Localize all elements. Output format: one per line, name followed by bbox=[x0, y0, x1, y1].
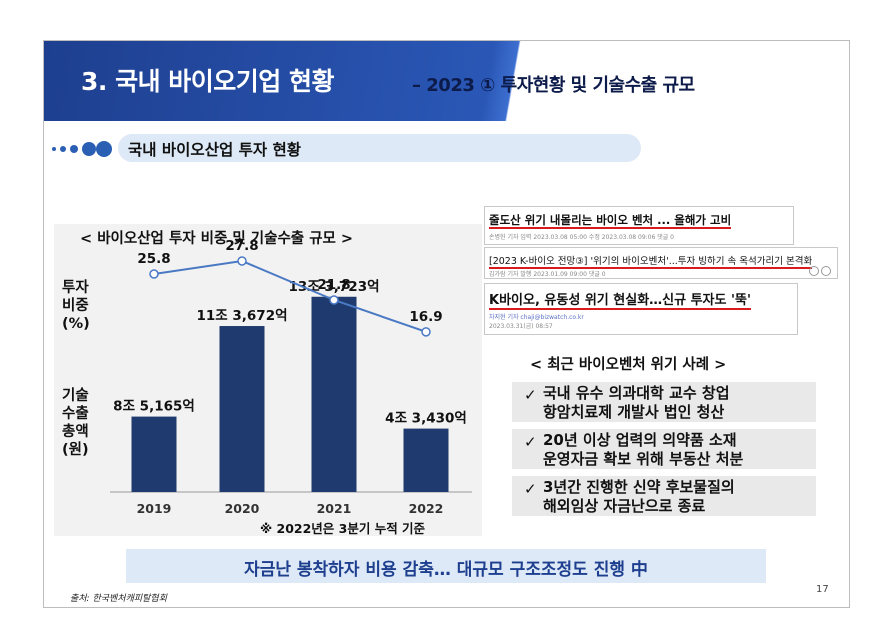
line-value-label: 16.9 bbox=[409, 309, 442, 325]
slide-title: 3. 국내 바이오기업 현황 bbox=[81, 67, 335, 96]
investment-ratio-axis-label: 투자 비중 (%) bbox=[62, 280, 90, 332]
share-icon bbox=[809, 266, 819, 276]
news-headline-1: 줄도산 위기 내몰리는 바이오 벤처 ... 올해가 고비 bbox=[489, 213, 732, 229]
cases-title: < 최근 바이오벤처 위기 사례 > bbox=[530, 357, 727, 373]
case-item: ✓ 20년 이상 업력의 의약품 소재 운영자금 확보 위해 부동산 처분 bbox=[512, 429, 816, 469]
page-number: 17 bbox=[816, 584, 829, 595]
case-item: ✓ 국내 유수 의과대학 교수 창업 항암치료제 개발사 법인 청산 bbox=[512, 382, 816, 422]
slide-subtitle: – 2023 ① 투자현황 및 기술수출 규모 bbox=[412, 75, 695, 96]
line-point bbox=[421, 327, 431, 337]
bar-value-label: 11조 3,672억 bbox=[196, 308, 287, 324]
news-clip-3: K바이오, 유동성 위기 현실화…신규 투자도 '뚝' 차지현 기자 chaji… bbox=[484, 283, 798, 335]
line-point bbox=[329, 295, 339, 305]
line-value-label: 25.8 bbox=[137, 251, 170, 267]
case-item: ✓ 3년간 진행한 신약 후보물질의 해외임상 자금난으로 종료 bbox=[512, 476, 816, 516]
tech-export-axis-label: 기술 수출 총액 (원) bbox=[62, 388, 89, 458]
print-icon bbox=[821, 266, 831, 276]
bullet-dots-icon bbox=[52, 139, 122, 159]
bar-value-label: 8조 5,165억 bbox=[113, 399, 195, 415]
check-icon: ✓ bbox=[524, 386, 537, 404]
investment-ratio-line bbox=[153, 259, 427, 333]
slide-header: 3. 국내 바이오기업 현황 – 2023 ① 투자현황 및 기술수출 규모 bbox=[44, 41, 849, 121]
line-value-label: 27.8 bbox=[225, 238, 258, 254]
check-icon: ✓ bbox=[524, 433, 537, 451]
line-value-label: 21.8 bbox=[317, 277, 350, 293]
section-heading: 국내 바이오산업 투자 현황 bbox=[118, 134, 641, 162]
slide: 3. 국내 바이오기업 현황 – 2023 ① 투자현황 및 기술수출 규모 국… bbox=[43, 40, 850, 608]
summary-banner: 자금난 봉착하자 비용 감축… 대규모 구조조정도 진행 中 bbox=[126, 549, 766, 583]
news-clip-1: 줄도산 위기 내몰리는 바이오 벤처 ... 올해가 고비 손병헌 기자 입력 … bbox=[484, 206, 794, 245]
bar-value-label: 4조 3,430억 bbox=[385, 411, 467, 427]
chart-title: < 바이오산업 투자 비중 및 기술수출 규모 > bbox=[80, 231, 354, 247]
bar-2019 bbox=[131, 416, 177, 492]
line-point bbox=[149, 269, 159, 279]
source-note: 출처: 한국벤처캐피탈협회 bbox=[70, 594, 167, 604]
news-clip-2: [2023 K-바이오 전망③] '위기의 바이오벤처'...투자 빙하기 속 … bbox=[484, 247, 838, 279]
check-icon: ✓ bbox=[524, 480, 537, 498]
chart-note: ※ 2022년은 3분기 누적 기준 bbox=[260, 521, 426, 536]
x-tick-label: 2021 bbox=[317, 501, 352, 516]
line-point bbox=[237, 256, 247, 266]
bar-2022 bbox=[403, 428, 449, 492]
x-tick-label: 2020 bbox=[225, 501, 260, 516]
bar-2020 bbox=[219, 326, 265, 492]
bar-2021 bbox=[311, 296, 357, 492]
x-tick-label: 2019 bbox=[137, 501, 172, 516]
x-tick-label: 2022 bbox=[409, 501, 444, 516]
news-headline-2: [2023 K-바이오 전망③] '위기의 바이오벤처'...투자 빙하기 속 … bbox=[489, 256, 813, 269]
news-headline-3: K바이오, 유동성 위기 현실화…신규 투자도 '뚝' bbox=[489, 293, 751, 310]
